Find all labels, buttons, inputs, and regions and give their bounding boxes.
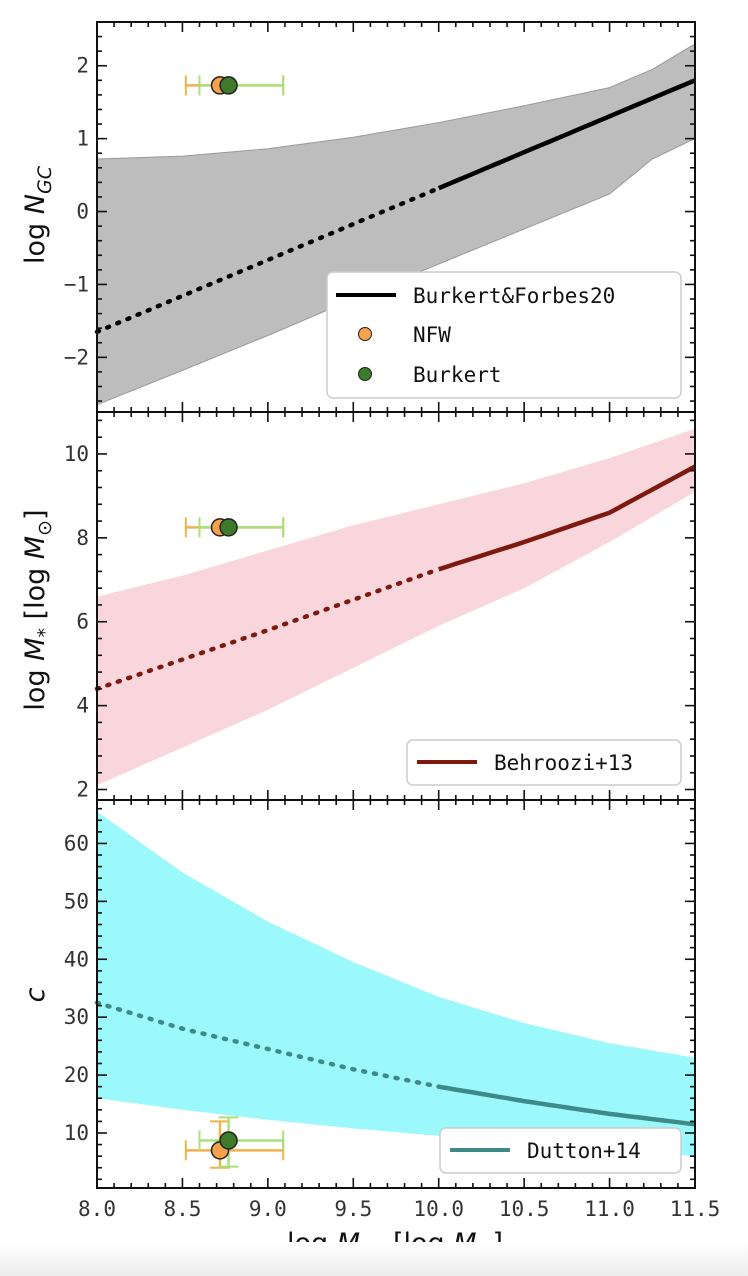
x-tick-label: 9.5 — [334, 1197, 372, 1221]
panel-3: 10 20 30 40 50 60 8.0 8.5 9.0 9.5 10.0 10.5 11.0 11.5 — [64, 799, 721, 1221]
relation-line — [437, 78, 696, 191]
y-tick-label: 1 — [76, 127, 89, 151]
relation-line-extrapolated — [94, 1000, 441, 1089]
y-tick-label: 20 — [64, 1063, 89, 1087]
y-tick-label: 60 — [64, 831, 89, 855]
y-tick-label: 30 — [64, 1005, 89, 1029]
relation-line — [438, 1084, 696, 1127]
y-tick-label: −1 — [64, 272, 89, 296]
panel2-legend: Behroozi+13 — [406, 739, 682, 786]
y-tick-label: 50 — [64, 889, 89, 913]
panel-1: −2 −1 0 1 2 — [64, 21, 696, 413]
relation-line-extrapolated — [94, 185, 441, 335]
panel1-legend: Burkert&Forbes20 NFW Burkert — [326, 271, 682, 399]
y-tick-label: 10 — [64, 1121, 89, 1145]
panel2-ylabel: log M* [log M⊙] — [20, 509, 56, 710]
x-tick-label: 9.0 — [249, 1197, 287, 1221]
uncertainty-band — [97, 428, 695, 786]
y-tick-label: 40 — [64, 947, 89, 971]
panel3-ylabel: c — [20, 987, 51, 1002]
x-tick-label: 11.5 — [670, 1197, 721, 1221]
y-tick-label: 0 — [76, 200, 89, 224]
y-tick-label: 10 — [64, 442, 89, 466]
legend-entry-burkert-forbes: Burkert&Forbes20 — [413, 284, 615, 308]
x-tick-label: 10.5 — [499, 1197, 550, 1221]
y-tick-label: 2 — [76, 778, 89, 802]
x-tick-label: 8.5 — [163, 1197, 201, 1221]
relation-line — [438, 464, 697, 572]
burkert-point — [219, 518, 238, 537]
burkert-point — [219, 76, 238, 95]
legend-entry-dutton: Dutton+14 — [527, 1139, 641, 1163]
y-tick-label: 8 — [76, 526, 89, 550]
panel-2: 2 4 6 8 10 — [64, 411, 697, 802]
uncertainty-band — [97, 811, 695, 1157]
y-tick-label: −2 — [64, 345, 89, 369]
legend-entry-behroozi: Behroozi+13 — [494, 751, 633, 775]
legend-entry-burkert: Burkert — [413, 363, 502, 387]
y-tick-label: 2 — [76, 54, 89, 78]
panel3-legend: Dutton+14 — [439, 1127, 682, 1174]
x-tick-label: 8.0 — [78, 1197, 116, 1221]
panel1-ylabel: log NGC — [20, 165, 56, 264]
bottom-fade — [0, 1242, 748, 1276]
x-tick-label: 10.0 — [413, 1197, 464, 1221]
x-tick-label: 11.0 — [584, 1197, 635, 1221]
legend-entry-nfw: NFW — [413, 323, 451, 347]
burkert-point — [219, 1131, 238, 1150]
y-tick-label: 6 — [76, 610, 89, 634]
y-tick-label: 4 — [76, 694, 89, 718]
